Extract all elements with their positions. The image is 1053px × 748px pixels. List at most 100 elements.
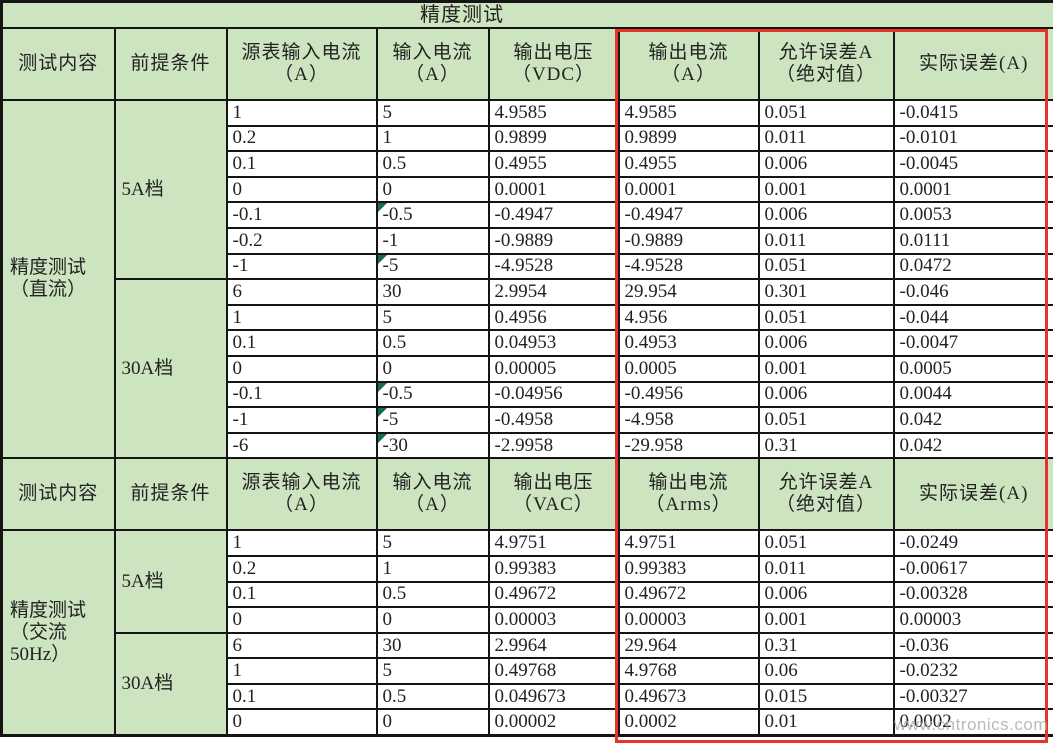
column-header: 输出电流 （A） bbox=[617, 27, 760, 101]
cell-value: 0.31 bbox=[764, 634, 798, 656]
current-range-label: 30A档 bbox=[113, 278, 228, 460]
data-cell: 0.2 bbox=[225, 554, 378, 583]
data-cell: 0.011 bbox=[757, 124, 895, 153]
column-header: 前提条件 bbox=[113, 27, 228, 101]
data-cell: 0.001 bbox=[757, 606, 895, 634]
data-cell: -0.00328 bbox=[892, 580, 1053, 609]
data-cell: -0.4956 bbox=[617, 380, 760, 409]
data-cell: 0.006 bbox=[757, 150, 895, 178]
data-cell: 1 bbox=[225, 303, 378, 332]
cell-value: 0.1 bbox=[232, 332, 257, 354]
data-cell: -0.04956 bbox=[487, 380, 620, 409]
table-row: -1 -5 -0.4958 -4.958 0.051 0.042 bbox=[2, 406, 1053, 434]
cell-value: 0.06 bbox=[764, 660, 798, 682]
data-cell: 0.2 bbox=[225, 124, 378, 153]
cell-value: 0 bbox=[382, 357, 393, 379]
data-cell: 0.301 bbox=[757, 278, 895, 306]
data-cell: 5 bbox=[375, 99, 490, 127]
cell-value: -4.9528 bbox=[494, 255, 554, 277]
cell-value: 0.00003 bbox=[494, 608, 557, 630]
data-cell: 0.49673 bbox=[617, 682, 760, 711]
cell-value: 0.0001 bbox=[494, 178, 547, 200]
test-content-label: 精度测试 （直流） bbox=[0, 98, 116, 460]
cell-value: 6 bbox=[232, 634, 243, 656]
column-header: 输入电流 （A） bbox=[375, 27, 490, 101]
column-header: 输出电压 （VDC） bbox=[487, 27, 620, 101]
data-cell: -1 bbox=[225, 406, 378, 434]
data-cell: 0.4956 bbox=[487, 303, 620, 332]
data-cell: 1 bbox=[225, 657, 378, 685]
data-cell: -4.9528 bbox=[617, 252, 760, 281]
cell-value: 30 bbox=[382, 634, 402, 656]
cell-value: 1 bbox=[232, 101, 243, 123]
data-cell: -29.958 bbox=[617, 431, 760, 460]
data-cell: 4.9751 bbox=[487, 529, 620, 557]
data-cell: -4.958 bbox=[617, 406, 760, 434]
data-cell: 0.1 bbox=[225, 682, 378, 711]
cell-value: -0.4947 bbox=[624, 204, 684, 226]
data-cell: -0.5 bbox=[375, 201, 490, 229]
data-cell: 0 bbox=[225, 354, 378, 383]
cell-value: 0.001 bbox=[764, 178, 808, 200]
cell-value: -0.9889 bbox=[494, 229, 554, 251]
cell-value: 30 bbox=[382, 281, 402, 303]
data-cell: 0.051 bbox=[757, 99, 895, 127]
cell-value: 0.9899 bbox=[494, 127, 547, 149]
data-cell: 1 bbox=[375, 124, 490, 153]
cell-value: 0 bbox=[232, 711, 243, 733]
data-cell: 0.011 bbox=[757, 226, 895, 255]
cell-value: 0.006 bbox=[764, 583, 808, 605]
data-cell: 0.006 bbox=[757, 580, 895, 609]
data-cell: 0.01 bbox=[757, 708, 895, 737]
data-cell: 0.1 bbox=[225, 150, 378, 178]
data-cell: 0.99383 bbox=[617, 554, 760, 583]
cell-value: 0.00005 bbox=[494, 357, 557, 379]
data-cell: 29.964 bbox=[617, 631, 760, 660]
header-row: 测试内容 前提条件 源表输入电流 （A） 输入电流 （A） 输出电压 （VDC） 输出电流… bbox=[0, 27, 1053, 101]
cell-value: 4.9585 bbox=[624, 101, 677, 123]
data-cell: 0.0111 bbox=[892, 226, 1053, 255]
column-header: 测试内容 bbox=[0, 27, 116, 101]
data-cell: 0.0001 bbox=[892, 175, 1053, 204]
cell-value: 0.00003 bbox=[624, 608, 687, 630]
data-cell: 5 bbox=[375, 529, 490, 557]
cell-value: 0 bbox=[382, 178, 393, 200]
cell-value: -0.044 bbox=[899, 306, 949, 328]
cell-value: 0.051 bbox=[764, 101, 808, 123]
data-cell: -6 bbox=[225, 431, 378, 460]
column-header: 允许误差A （绝对值） bbox=[757, 27, 895, 101]
cell-value: 0.2 bbox=[232, 557, 257, 579]
table-row: 0.1 0.5 0.04953 0.4953 0.006 -0.0047 bbox=[2, 329, 1053, 357]
data-cell: 0.00005 bbox=[487, 354, 620, 383]
cell-value: 5 bbox=[382, 532, 393, 554]
data-cell: 0.042 bbox=[892, 431, 1053, 460]
cell-value: 29.964 bbox=[624, 634, 677, 656]
cell-value: -1 bbox=[232, 409, 249, 430]
table-row: -1 -5 -4.9528 -4.9528 0.051 0.0472 bbox=[2, 252, 1053, 281]
table-row: 精度测试 （交流 50Hz） 5A档 1 5 4.9751 4.9751 0.051 -0.0… bbox=[0, 529, 1053, 737]
data-cell: 0.051 bbox=[757, 252, 895, 281]
table-row: 0.1 0.5 0.49672 0.49672 0.006 -0.00328 bbox=[2, 580, 1053, 609]
cell-value: 0.0002 bbox=[624, 711, 677, 733]
data-cell: 4.9585 bbox=[617, 99, 760, 127]
data-cell: 1 bbox=[225, 529, 378, 557]
cell-value: 4.9751 bbox=[494, 532, 547, 554]
cell-value: 0.006 bbox=[764, 383, 808, 405]
cell-value: 0.001 bbox=[764, 608, 808, 630]
cell-value: -0.0415 bbox=[899, 101, 959, 123]
cell-value: 0.1 bbox=[232, 583, 257, 605]
cell-value: 1 bbox=[232, 306, 243, 328]
data-cell: 4.9751 bbox=[617, 529, 760, 557]
cell-value: 0.4955 bbox=[494, 153, 547, 175]
data-cell: 0.1 bbox=[225, 580, 378, 609]
data-cell: -0.0415 bbox=[892, 99, 1053, 127]
cell-value: -0.1 bbox=[232, 204, 263, 226]
cell-value: 5 bbox=[382, 660, 393, 682]
data-cell: 0.1 bbox=[225, 329, 378, 357]
data-cell: 0.06 bbox=[757, 657, 895, 685]
cell-value: 0.5 bbox=[382, 685, 407, 707]
data-cell: -0.0101 bbox=[892, 124, 1053, 153]
data-cell: 0.4955 bbox=[617, 150, 760, 178]
data-cell: 0.00003 bbox=[892, 606, 1053, 634]
header-row: 测试内容 前提条件 源表输入电流 （A） 输入电流 （A） 输出电压 （VAC） 输出电流… bbox=[0, 457, 1053, 532]
